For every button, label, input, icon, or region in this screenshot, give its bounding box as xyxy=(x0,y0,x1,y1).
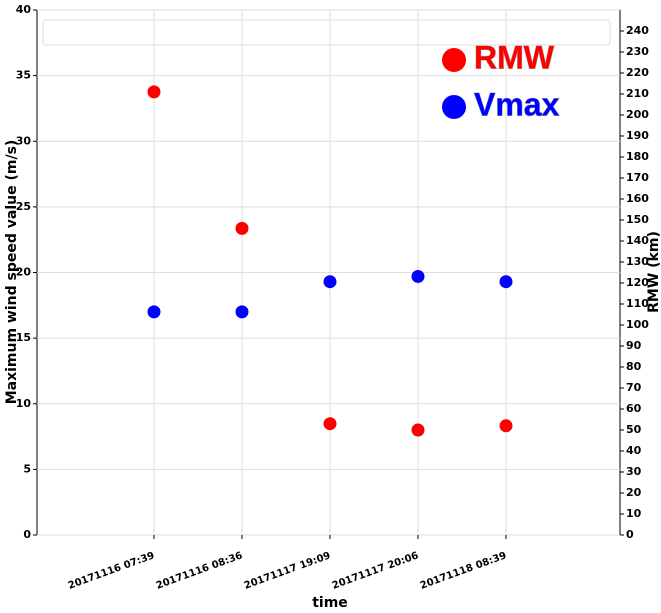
y2-tick-label: 180 xyxy=(626,150,649,163)
legend-label: Vmax xyxy=(474,86,560,122)
y2-tick-label: 90 xyxy=(626,339,642,352)
point xyxy=(235,305,249,319)
y-tick-label: 0 xyxy=(23,528,31,541)
y2-tick-label: 140 xyxy=(626,234,649,247)
y2-tick-label: 150 xyxy=(626,213,649,226)
y-tick-label: 5 xyxy=(23,462,31,475)
y2-tick-label: 20 xyxy=(626,486,642,499)
y2-tick-label: 0 xyxy=(626,528,634,541)
y-tick-label: 15 xyxy=(16,331,31,344)
y-tick-label: 30 xyxy=(16,134,32,147)
y2-tick-label: 230 xyxy=(626,45,649,58)
point xyxy=(147,305,161,319)
point xyxy=(323,417,337,431)
legend-marker xyxy=(442,48,466,72)
y2-tick-label: 170 xyxy=(626,171,649,184)
point xyxy=(499,275,513,289)
y-tick-label: 40 xyxy=(16,3,32,16)
point xyxy=(499,419,513,433)
y2-axis-label: RMW (km) xyxy=(646,231,661,313)
y-tick-label: 10 xyxy=(16,397,32,410)
y2-tick-label: 200 xyxy=(626,108,649,121)
y2-tick-label: 210 xyxy=(626,87,649,100)
y2-tick-label: 240 xyxy=(626,24,649,37)
y2-tick-label: 40 xyxy=(626,444,642,457)
point xyxy=(411,269,425,283)
y2-tick-label: 10 xyxy=(626,507,642,520)
y-axis-label: Maximum wind speed value (m/s) xyxy=(4,140,20,405)
point xyxy=(411,423,425,437)
y2-tick-label: 60 xyxy=(626,402,642,415)
y2-tick-label: 220 xyxy=(626,66,649,79)
y-tick-label: 20 xyxy=(16,266,32,279)
y-tick-label: 25 xyxy=(16,200,31,213)
y2-tick-label: 70 xyxy=(626,381,642,394)
point xyxy=(147,85,161,99)
legend-label: RMW xyxy=(474,39,555,75)
y2-tick-label: 130 xyxy=(626,255,649,268)
y-tick-label: 35 xyxy=(16,69,31,82)
y2-tick-label: 120 xyxy=(626,276,649,289)
y2-tick-label: 30 xyxy=(626,465,642,478)
y2-tick-label: 50 xyxy=(626,423,642,436)
y2-tick-label: 190 xyxy=(626,129,649,142)
point xyxy=(235,221,249,235)
legend-marker xyxy=(442,95,466,119)
y2-tick-label: 160 xyxy=(626,192,649,205)
point xyxy=(323,275,337,289)
y2-tick-label: 100 xyxy=(626,318,649,331)
legend-box xyxy=(42,19,611,46)
y2-tick-label: 80 xyxy=(626,360,642,373)
x-axis-label: time xyxy=(312,595,348,611)
y2-tick-label: 110 xyxy=(626,297,649,310)
